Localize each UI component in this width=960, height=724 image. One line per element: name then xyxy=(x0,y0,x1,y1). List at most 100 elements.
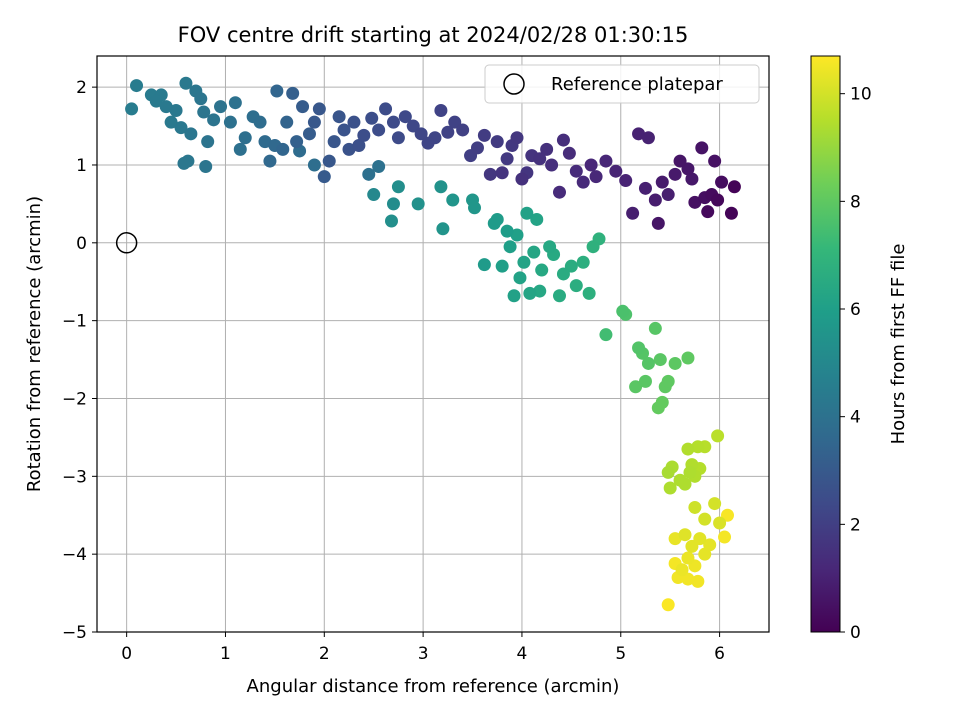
data-point xyxy=(332,110,346,124)
data-point xyxy=(149,94,163,108)
colorbar-tick-label: 0 xyxy=(850,623,861,643)
data-point xyxy=(562,146,576,160)
data-point xyxy=(253,115,267,129)
data-point xyxy=(513,271,527,285)
data-point xyxy=(352,139,366,153)
data-point xyxy=(159,100,173,114)
data-point xyxy=(194,92,208,106)
data-point xyxy=(177,156,191,170)
data-point xyxy=(599,328,613,342)
data-point xyxy=(698,512,712,526)
data-point xyxy=(510,228,524,242)
data-point xyxy=(280,115,294,129)
data-point xyxy=(296,100,310,114)
data-point xyxy=(500,152,514,166)
data-point xyxy=(327,135,341,149)
data-point xyxy=(270,84,284,98)
data-point xyxy=(184,127,198,141)
data-point xyxy=(681,551,695,565)
data-point xyxy=(434,103,448,117)
data-point xyxy=(372,123,386,137)
data-point xyxy=(367,188,381,202)
data-point xyxy=(661,188,675,202)
x-axis-ticks: 0 1 2 3 4 5 6 xyxy=(121,632,725,664)
colorbar-label: Hours from first FF file xyxy=(888,244,909,445)
data-point xyxy=(655,175,669,189)
y-tick-label: −4 xyxy=(62,545,87,565)
data-point xyxy=(533,152,547,166)
data-point xyxy=(632,127,646,141)
y-tick-label: 2 xyxy=(76,78,87,98)
data-point xyxy=(552,289,566,303)
colorbar-tick-label: 10 xyxy=(850,85,872,105)
x-tick-label: 5 xyxy=(615,644,626,664)
y-tick-label: −1 xyxy=(62,312,87,332)
reference-point xyxy=(115,232,138,254)
colorbar-tick-label: 6 xyxy=(850,300,861,320)
data-point xyxy=(724,206,738,220)
reference-marker xyxy=(115,232,138,254)
x-axis-label: Angular distance from reference (arcmin) xyxy=(247,676,620,697)
data-point xyxy=(715,175,729,189)
data-point xyxy=(685,172,699,186)
colorbar-tick-label: 4 xyxy=(850,408,861,428)
y-axis-label: Rotation from reference (arcmin) xyxy=(24,196,45,492)
data-point xyxy=(477,128,491,142)
data-point xyxy=(515,172,529,186)
data-point xyxy=(668,167,682,181)
data-point xyxy=(683,465,697,479)
data-point xyxy=(668,532,682,546)
data-point xyxy=(552,185,566,199)
data-point xyxy=(695,141,709,155)
data-point xyxy=(317,170,331,184)
data-point xyxy=(569,164,583,178)
data-point xyxy=(616,304,630,318)
data-point xyxy=(214,100,228,114)
data-point xyxy=(651,216,665,230)
data-point xyxy=(199,160,213,174)
data-point xyxy=(290,135,304,149)
data-point xyxy=(391,131,405,145)
data-point xyxy=(125,102,139,116)
y-tick-label: −3 xyxy=(62,467,87,487)
data-point xyxy=(179,76,193,90)
data-point xyxy=(169,103,183,117)
x-tick-label: 1 xyxy=(220,644,231,664)
data-point xyxy=(708,497,722,511)
data-point xyxy=(365,111,379,125)
data-point xyxy=(632,341,646,355)
x-tick-label: 0 xyxy=(121,644,132,664)
data-point xyxy=(678,528,692,542)
data-point xyxy=(727,180,741,194)
data-point xyxy=(197,105,211,119)
y-tick-label: 0 xyxy=(76,234,87,254)
data-point xyxy=(543,240,557,254)
data-point xyxy=(130,79,144,93)
data-point xyxy=(661,598,675,612)
data-point xyxy=(391,180,405,194)
colorbar-tick-label: 8 xyxy=(850,192,861,212)
data-point xyxy=(174,121,188,135)
data-point xyxy=(507,289,521,303)
data-point xyxy=(233,142,247,156)
data-point xyxy=(648,193,662,207)
data-point xyxy=(681,572,695,586)
data-point xyxy=(468,201,482,215)
legend: Reference platepar xyxy=(484,64,760,104)
data-points xyxy=(125,76,741,612)
data-point xyxy=(530,212,544,226)
data-point xyxy=(302,127,316,141)
data-point xyxy=(638,374,652,388)
data-point xyxy=(503,240,517,254)
data-point xyxy=(520,206,534,220)
data-point xyxy=(263,154,277,168)
data-point xyxy=(675,563,689,577)
data-point xyxy=(357,128,371,142)
data-point xyxy=(693,532,707,546)
data-point xyxy=(556,133,570,147)
data-point xyxy=(421,136,435,150)
y-tick-label: 1 xyxy=(76,156,87,176)
data-point xyxy=(398,110,412,124)
data-point xyxy=(703,538,717,552)
